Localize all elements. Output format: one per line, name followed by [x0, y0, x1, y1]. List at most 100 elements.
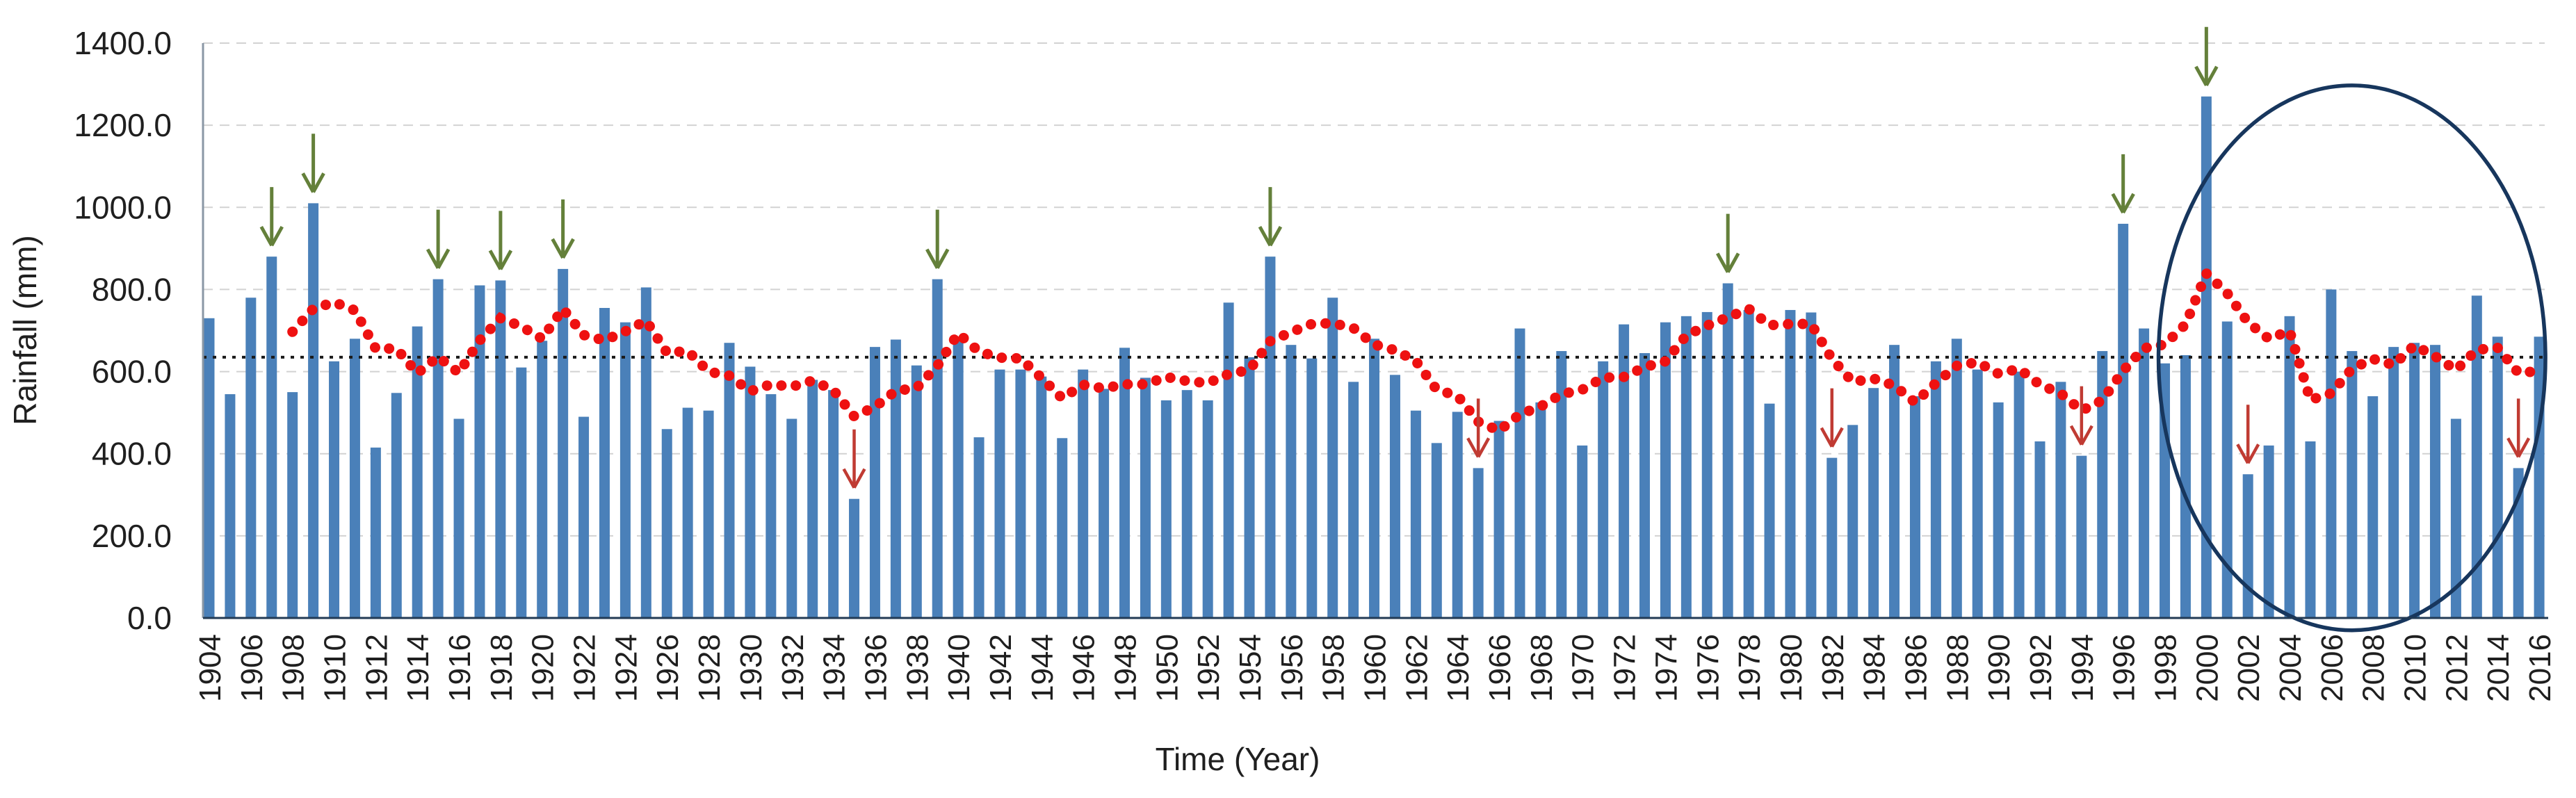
- x-tick-label-1936: 1936: [859, 634, 893, 702]
- x-tick-label-1938: 1938: [900, 634, 934, 702]
- x-tick-label-1992: 1992: [2024, 634, 2058, 702]
- bar-1941: [973, 437, 985, 618]
- bar-1991: [2014, 371, 2025, 618]
- bar-1910: [329, 361, 340, 618]
- x-tick-label-1932: 1932: [776, 634, 810, 702]
- x-tick-label-2008: 2008: [2357, 634, 2391, 702]
- moving-average-dotted-line: [287, 264, 2545, 437]
- x-tick-label-1986: 1986: [1899, 634, 1933, 702]
- bar-1952: [1202, 400, 1213, 618]
- moving-average-path: [287, 264, 2545, 437]
- bar-1913: [391, 393, 402, 618]
- bar-2007: [2347, 351, 2358, 618]
- bar-1963: [1431, 443, 1442, 618]
- x-tick-label-1918: 1918: [485, 634, 519, 702]
- bar-2006: [2326, 289, 2337, 618]
- bar-1934: [828, 390, 839, 618]
- x-tick-label-1914: 1914: [401, 634, 435, 702]
- y-tick-label-0: 0.0: [127, 600, 172, 636]
- bar-1927: [682, 407, 693, 618]
- wet-year-arrow-2000: [2194, 26, 2219, 87]
- bar-1964: [1452, 412, 1463, 618]
- bar-1923: [599, 308, 610, 618]
- x-tick-label-1966: 1966: [1483, 634, 1517, 702]
- bar-1938: [911, 365, 922, 618]
- x-tick-label-1976: 1976: [1691, 634, 1725, 702]
- wet-year-arrow-1918: [488, 211, 513, 270]
- bar-1987: [1930, 361, 1941, 618]
- x-tick-label-1964: 1964: [1441, 634, 1475, 702]
- bar-1966: [1493, 421, 1505, 618]
- bar-1961: [1389, 375, 1400, 618]
- wet-year-arrow-1955: [1258, 187, 1283, 247]
- bar-1906: [245, 298, 257, 618]
- bar-1924: [619, 322, 631, 618]
- bar-1994: [2076, 455, 2087, 618]
- bar-1962: [1410, 410, 1421, 618]
- bar-1935: [849, 498, 860, 618]
- x-tick-label-2014: 2014: [2481, 634, 2516, 702]
- bar-1929: [724, 343, 735, 618]
- bar-1956: [1286, 345, 1297, 618]
- x-tick-label-1962: 1962: [1400, 634, 1434, 702]
- bar-1958: [1327, 298, 1338, 618]
- bar-1908: [287, 392, 298, 618]
- bar-1988: [1951, 339, 1962, 618]
- x-tick-label-1924: 1924: [609, 634, 643, 702]
- x-tick-label-2010: 2010: [2399, 634, 2433, 702]
- dry-year-arrow-2015: [2506, 398, 2531, 458]
- bar-1917: [474, 285, 485, 618]
- x-tick-label-1904: 1904: [193, 634, 227, 702]
- y-tick-label-400: 400.0: [92, 436, 172, 472]
- x-tick-label-2000: 2000: [2190, 634, 2224, 702]
- bar-2010: [2409, 343, 2420, 618]
- bar-1931: [765, 394, 777, 618]
- axis-lines: [202, 43, 2548, 619]
- wet-dry-year-arrows: [259, 26, 2531, 489]
- x-tick-label-1968: 1968: [1525, 634, 1559, 702]
- bar-1945: [1057, 438, 1068, 618]
- x-tick-label-1974: 1974: [1649, 634, 1683, 702]
- y-axis-title: Rainfall (mm): [7, 235, 43, 425]
- x-tick-label-1984: 1984: [1858, 634, 1892, 702]
- y-tick-label-1200: 1200.0: [74, 107, 172, 143]
- dry-year-arrow-1982: [1820, 388, 1844, 448]
- bar-1979: [1764, 403, 1775, 618]
- bar-2003: [2263, 445, 2274, 618]
- bar-2001: [2221, 321, 2233, 618]
- x-tick-label-1928: 1928: [692, 634, 727, 702]
- y-tick-label-200: 200.0: [92, 518, 172, 554]
- bar-1905: [225, 394, 236, 618]
- x-tick-label-1972: 1972: [1608, 634, 1642, 702]
- x-tick-label-1910: 1910: [318, 634, 353, 702]
- bar-1969: [1556, 351, 1567, 618]
- x-tick-label-1944: 1944: [1026, 634, 1060, 702]
- bar-1919: [516, 367, 527, 618]
- bar-2016: [2534, 336, 2545, 618]
- bar-1998: [2160, 363, 2171, 618]
- x-tick-label-1916: 1916: [443, 634, 477, 702]
- x-tick-label-1954: 1954: [1233, 634, 1267, 702]
- bar-1948: [1119, 348, 1130, 618]
- bar-1940: [953, 336, 964, 618]
- bar-1944: [1036, 376, 1047, 618]
- bar-1911: [349, 339, 360, 618]
- bar-1922: [578, 416, 590, 618]
- x-tick-label-1908: 1908: [277, 634, 311, 702]
- wet-year-arrow-1939: [925, 209, 950, 269]
- x-tick-label-1982: 1982: [1816, 634, 1850, 702]
- bar-1957: [1306, 358, 1318, 618]
- bar-1933: [807, 380, 818, 618]
- x-tick-label-1998: 1998: [2149, 634, 2183, 702]
- bar-2000: [2201, 96, 2212, 619]
- bar-1977: [1722, 283, 1733, 618]
- bar-1997: [2139, 328, 2150, 618]
- bar-1967: [1514, 328, 1525, 618]
- bar-1914: [412, 326, 423, 618]
- bar-1960: [1369, 339, 1380, 618]
- bar-1937: [890, 339, 901, 618]
- x-tick-label-1980: 1980: [1774, 634, 1808, 702]
- x-tick-label-1956: 1956: [1275, 634, 1309, 702]
- dry-year-arrow-1935: [842, 429, 866, 489]
- x-tick-label-1960: 1960: [1359, 634, 1393, 702]
